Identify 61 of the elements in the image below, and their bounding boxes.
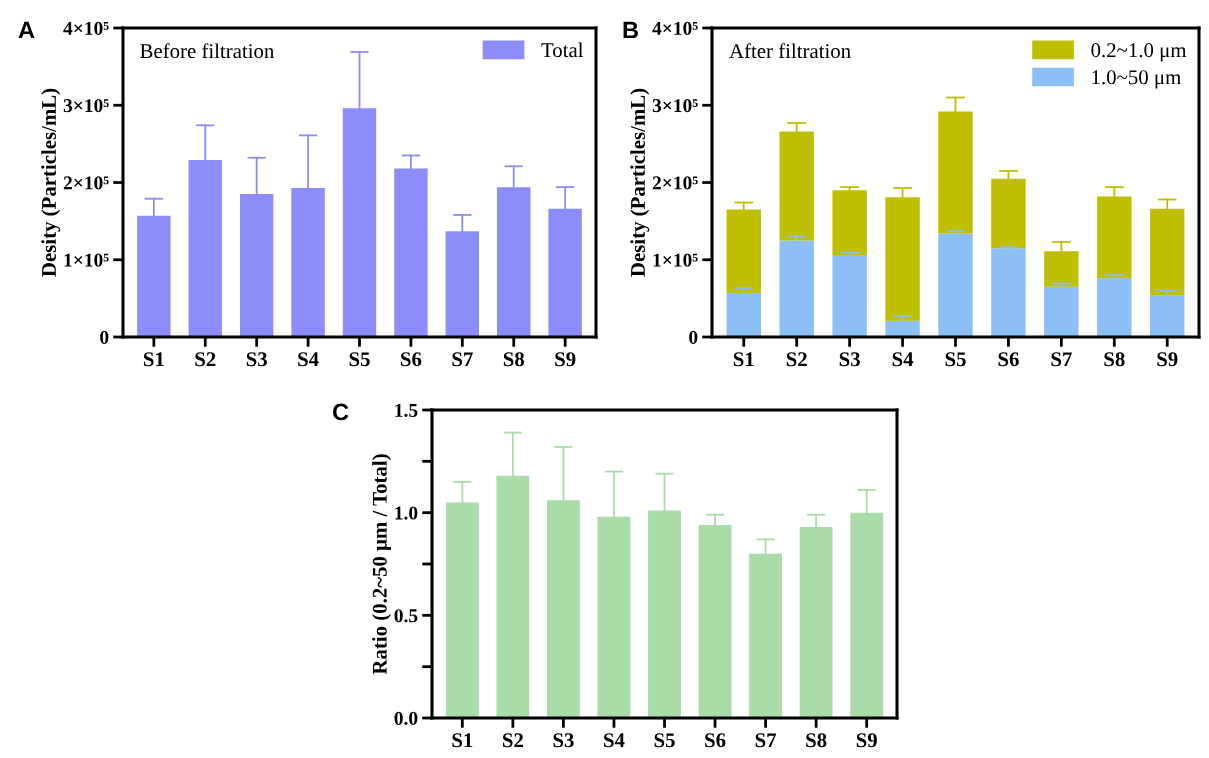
x-tick-label: S1 — [452, 733, 473, 748]
annotation: After filtration — [729, 43, 851, 59]
x-tick-label: S4 — [892, 352, 914, 367]
x-tick-label: S7 — [755, 733, 777, 748]
annotation: Before filtration — [140, 43, 275, 59]
bar — [726, 292, 761, 337]
x-tick-label: S8 — [806, 733, 827, 748]
y-tick-label: 0 — [100, 330, 109, 344]
y-tick-label: 1×10⁵ — [653, 253, 698, 267]
x-tick-label: S8 — [503, 352, 525, 367]
x-tick-label: S2 — [195, 352, 216, 367]
legend-label: 1.0~50 μm — [1092, 70, 1181, 89]
y-tick-label: 1×10⁵ — [64, 253, 109, 267]
x-tick-label: S3 — [839, 352, 860, 367]
y-tick-label: 0 — [689, 330, 698, 344]
x-tick-label: S9 — [1157, 352, 1178, 367]
chart-title: A — [18, 21, 35, 39]
x-tick-label: S5 — [945, 352, 966, 367]
y-axis-title: Desity (Particles/mL) — [630, 88, 650, 277]
text: 0.0 — [394, 711, 418, 726]
y-tick-label: 0.5 — [394, 609, 418, 623]
x-tick-label: S2 — [502, 733, 523, 748]
chart-title: C — [332, 403, 349, 421]
bar — [832, 190, 867, 256]
x-tick-label: S5 — [349, 352, 370, 367]
x-tick-label: S6 — [998, 352, 1019, 367]
bar — [1150, 295, 1185, 337]
bar — [938, 233, 973, 337]
text: 1.0 — [395, 506, 418, 520]
y-tick-label: 2×10⁵ — [63, 176, 109, 190]
bar — [1044, 286, 1079, 337]
x-tick-label: S3 — [246, 352, 267, 367]
x-tick-label: S4 — [604, 733, 625, 748]
y-tick-label: 4×10⁵ — [63, 21, 109, 35]
y-tick-label: 3×10⁵ — [63, 99, 109, 113]
y-axis-title: Ratio (0.2~50 μm / Total) — [372, 454, 392, 675]
x-tick-label: S1 — [733, 352, 754, 367]
bar — [832, 255, 867, 337]
bar — [1097, 278, 1132, 337]
x-tick-label: S3 — [553, 733, 574, 748]
y-tick-label: 1.5 — [395, 403, 418, 418]
x-tick-label: S9 — [856, 733, 877, 748]
x-tick-label: S8 — [1104, 352, 1125, 367]
legend-label: Total — [541, 42, 584, 58]
x-tick-label: S5 — [654, 733, 675, 748]
x-tick-label: S6 — [401, 352, 422, 367]
x-tick-label: S7 — [1051, 352, 1072, 367]
x-tick-label: S6 — [705, 733, 726, 748]
bar — [779, 240, 814, 337]
bar — [991, 248, 1026, 337]
y-tick-label: 3×10⁵ — [652, 99, 698, 113]
y-tick-label: 2×10⁵ — [652, 176, 698, 190]
x-tick-label: S4 — [298, 352, 319, 367]
x-tick-label: S2 — [786, 352, 807, 367]
x-tick-label: S1 — [143, 352, 164, 367]
y-axis-title: Desity (Particles/mL) — [41, 88, 61, 277]
x-tick-label: S9 — [555, 352, 576, 367]
legend-label: 0.2~1.0 μm — [1091, 43, 1187, 62]
x-tick-label: S7 — [452, 352, 473, 367]
y-tick-label: 4×10⁵ — [652, 21, 698, 35]
chart-title: B — [623, 21, 638, 39]
